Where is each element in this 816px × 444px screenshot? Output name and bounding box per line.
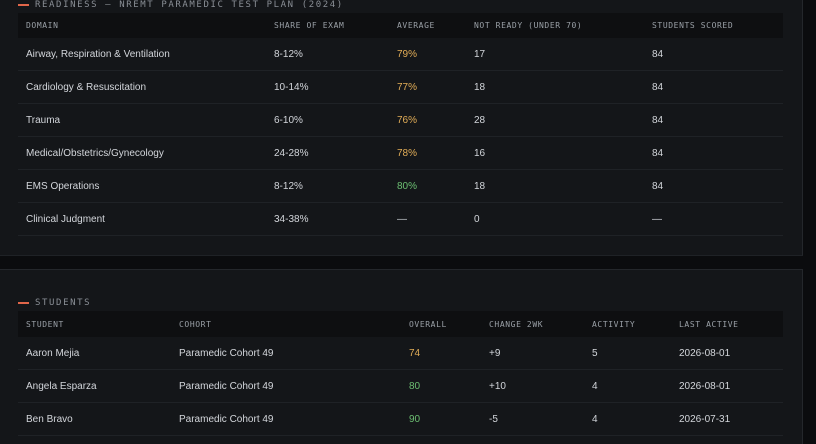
domain-name: Airway, Respiration & Ventilation xyxy=(18,38,266,71)
col-header-not-ready[interactable]: Not Ready (under 70) xyxy=(466,13,644,38)
student-last-active: 2026-08-01 xyxy=(671,369,783,403)
student-row[interactable]: Ben Bravo Paramedic Cohort 49 90 -5 4 2026-07… xyxy=(18,402,783,436)
domain-name: Medical/Obstetrics/Gynecology xyxy=(18,136,266,170)
domain-name: Trauma xyxy=(18,103,266,137)
col-header-last-active[interactable]: Last Active xyxy=(671,311,783,337)
domain-share: 8-12% xyxy=(266,169,389,203)
domain-not-ready: 18 xyxy=(466,169,644,203)
students-header-row: Student Cohort Overall Change 2wk Activi… xyxy=(18,311,783,337)
domain-students-scored: — xyxy=(644,202,783,236)
domain-row[interactable]: EMS Operations 8-12% 80% 18 84 xyxy=(18,169,783,203)
domain-students-scored: 84 xyxy=(644,103,783,137)
readiness-header-row: Domain Share of Exam Average Not Ready (… xyxy=(18,13,783,38)
student-change-2wk: +9 xyxy=(481,337,584,370)
domain-students-scored: 84 xyxy=(644,169,783,203)
student-overall: 74 xyxy=(401,337,481,370)
readiness-table: Domain Share of Exam Average Not Ready (… xyxy=(18,13,783,236)
student-name[interactable]: Ben Bravo xyxy=(18,402,171,436)
domain-name: Clinical Judgment xyxy=(18,202,266,236)
domain-name: EMS Operations xyxy=(18,169,266,203)
domain-not-ready: 18 xyxy=(466,70,644,104)
domain-name: Cardiology & Resuscitation xyxy=(18,70,266,104)
domain-share: 24-28% xyxy=(266,136,389,170)
student-row[interactable]: Angela Esparza Paramedic Cohort 49 80 +10 4 2… xyxy=(18,369,783,403)
col-header-change-2wk[interactable]: Change 2wk xyxy=(481,311,584,337)
domain-row[interactable]: Trauma 6-10% 76% 28 84 xyxy=(18,103,783,137)
student-activity: 4 xyxy=(584,369,671,403)
student-last-active: 2026-08-01 xyxy=(671,337,783,370)
domain-share: 8-12% xyxy=(266,38,389,71)
student-change-2wk: -5 xyxy=(481,402,584,436)
student-overall: 90 xyxy=(401,402,481,436)
domain-average: 79% xyxy=(389,38,466,71)
student-change-2wk: +10 xyxy=(481,369,584,403)
domain-row[interactable]: Cardiology & Resuscitation 10-14% 77% 18 84 xyxy=(18,70,783,104)
domain-row[interactable]: Airway, Respiration & Ventilation 8-12% 79… xyxy=(18,38,783,71)
domain-average: 78% xyxy=(389,136,466,170)
domain-share: 34-38% xyxy=(266,202,389,236)
section-accent-dash xyxy=(18,4,29,6)
student-name[interactable]: Angela Esparza xyxy=(18,369,171,403)
student-name[interactable]: Aaron Mejia xyxy=(18,337,171,370)
domain-not-ready: 28 xyxy=(466,103,644,137)
student-overall: 80 xyxy=(401,369,481,403)
students-title-text: Students xyxy=(35,298,92,308)
col-header-students-scored[interactable]: Students Scored xyxy=(644,13,783,38)
domain-share: 6-10% xyxy=(266,103,389,137)
domain-average: 80% xyxy=(389,169,466,203)
domain-students-scored: 84 xyxy=(644,38,783,71)
section-accent-dash xyxy=(18,302,29,304)
domain-row[interactable]: Medical/Obstetrics/Gynecology 24-28% 78% 16… xyxy=(18,136,783,170)
domain-average: 77% xyxy=(389,70,466,104)
student-cohort: Paramedic Cohort 49 xyxy=(171,337,401,370)
domain-students-scored: 84 xyxy=(644,136,783,170)
col-header-domain[interactable]: Domain xyxy=(18,13,266,38)
domain-average: — xyxy=(389,202,466,236)
student-row[interactable]: Aaron Mejia Paramedic Cohort 49 74 +9 5 2026-… xyxy=(18,337,783,370)
students-section-title: Students xyxy=(18,297,91,309)
col-header-activity[interactable]: Activity xyxy=(584,311,671,337)
domain-row[interactable]: Clinical Judgment 34-38% —0— xyxy=(18,202,783,236)
domain-average: 76% xyxy=(389,103,466,137)
domain-students-scored: 84 xyxy=(644,70,783,104)
readiness-title-text: Readiness — NREMT Paramedic Test Plan (2… xyxy=(35,0,344,10)
student-activity: 5 xyxy=(584,337,671,370)
domain-share: 10-14% xyxy=(266,70,389,104)
col-header-student[interactable]: Student xyxy=(18,311,171,337)
student-last-active: 2026-07-31 xyxy=(671,402,783,436)
col-header-average[interactable]: Average xyxy=(389,13,466,38)
student-cohort: Paramedic Cohort 49 xyxy=(171,402,401,436)
col-header-cohort[interactable]: Cohort xyxy=(171,311,401,337)
student-cohort: Paramedic Cohort 49 xyxy=(171,369,401,403)
domain-not-ready: 16 xyxy=(466,136,644,170)
domain-not-ready: 17 xyxy=(466,38,644,71)
student-activity: 4 xyxy=(584,402,671,436)
col-header-share[interactable]: Share of Exam xyxy=(266,13,389,38)
col-header-overall[interactable]: Overall xyxy=(401,311,481,337)
students-table: Student Cohort Overall Change 2wk Activi… xyxy=(18,311,783,436)
readiness-section-title: Readiness — NREMT Paramedic Test Plan (2… xyxy=(18,0,344,11)
domain-not-ready: 0 xyxy=(466,202,644,236)
